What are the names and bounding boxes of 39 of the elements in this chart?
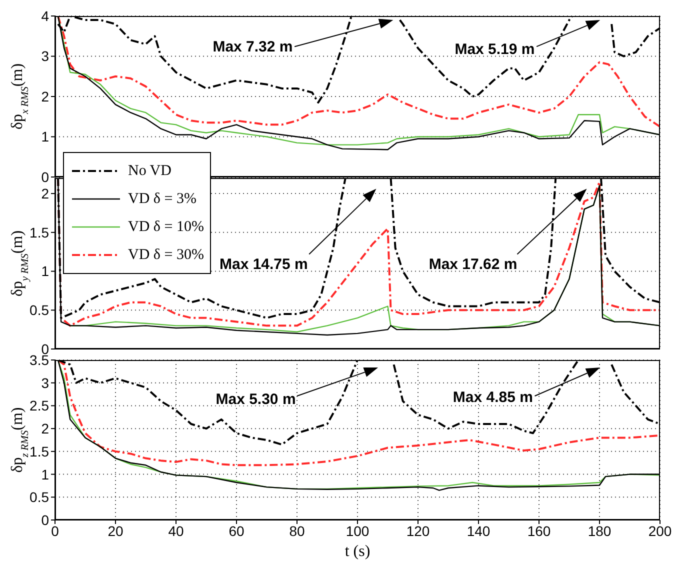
y-tick-label: 0 bbox=[41, 168, 50, 185]
y-tick-label: 1.5 bbox=[30, 224, 50, 240]
x-tick-label: 180 bbox=[588, 522, 612, 539]
x-tick-label: 0 bbox=[51, 522, 60, 539]
annotation: Max 14.75 m bbox=[220, 256, 308, 274]
legend-label: VD δ = 3% bbox=[128, 190, 196, 208]
annotation: Max 5.30 m bbox=[216, 390, 296, 408]
y-tick-label: 1 bbox=[41, 128, 50, 145]
legend-label: VD δ = 30% bbox=[128, 246, 204, 264]
x-tick-label: 40 bbox=[168, 522, 184, 539]
y-tick-label: 2 bbox=[41, 88, 50, 104]
y-tick-label: 2 bbox=[41, 186, 50, 202]
annotation: Max 17.62 m bbox=[428, 256, 518, 274]
annotation: Max 7.32 m bbox=[212, 38, 293, 56]
y-tick-label: 0.5 bbox=[30, 302, 50, 318]
x-tick-label: 140 bbox=[466, 522, 490, 539]
annotation: Max 4.85 m bbox=[452, 388, 533, 406]
x-tick-label: 60 bbox=[228, 522, 244, 539]
y-tick-label: 3 bbox=[41, 48, 50, 64]
line-series bbox=[57, 360, 660, 466]
x-tick-label: 160 bbox=[527, 522, 551, 539]
x-tick-label: 120 bbox=[406, 522, 430, 539]
x-tick-label: 80 bbox=[289, 522, 305, 539]
y-tick-label: 1.5 bbox=[30, 443, 50, 460]
y-tick-label: 2.5 bbox=[30, 398, 50, 414]
y-tick-label: 4 bbox=[41, 8, 50, 24]
legend-label: No VD bbox=[128, 162, 172, 180]
y-tick-label: 0.5 bbox=[30, 489, 50, 506]
annotation: Max 5.19 m bbox=[454, 40, 535, 58]
y-tick-label: 0 bbox=[41, 512, 50, 528]
x-axis-title: t (s) bbox=[344, 543, 370, 560]
x-tick-label: 100 bbox=[346, 522, 370, 539]
y-tick-label: 1 bbox=[41, 466, 50, 482]
y-tick-label: 2 bbox=[41, 420, 50, 437]
legend-label: VD δ = 10% bbox=[128, 218, 204, 236]
y-tick-label: 1 bbox=[41, 263, 50, 280]
x-tick-label: 20 bbox=[108, 522, 124, 539]
y-tick-label: 3 bbox=[41, 374, 50, 391]
x-tick-label: 200 bbox=[648, 522, 672, 539]
